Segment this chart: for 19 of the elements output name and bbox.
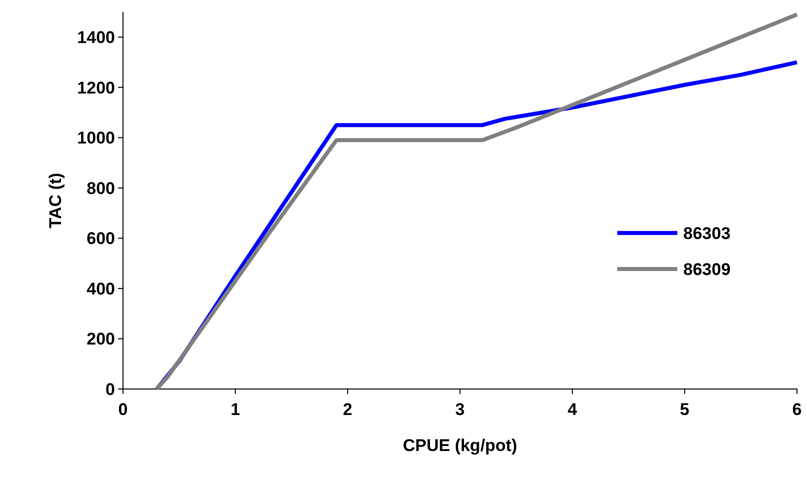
- x-tick-label: 5: [680, 400, 690, 419]
- x-axis-title: CPUE (kg/pot): [402, 436, 518, 455]
- x-tick-label: 0: [118, 400, 128, 419]
- y-tick-label: 400: [86, 279, 115, 298]
- x-tick-label: 3: [455, 400, 465, 419]
- legend-label: 86303: [683, 224, 731, 243]
- y-tick-label: 0: [106, 380, 115, 399]
- x-tick-label: 2: [342, 400, 352, 419]
- x-tick-label: 4: [568, 400, 578, 419]
- x-tick-label: 6: [792, 400, 802, 419]
- y-tick-label: 200: [86, 330, 115, 349]
- y-tick-label: 600: [86, 229, 115, 248]
- y-axis-title: TAC (t): [46, 172, 65, 228]
- y-tick-label: 1200: [77, 78, 115, 98]
- y-tick-label: 1000: [77, 128, 115, 148]
- y-tick-label: 1400: [77, 28, 115, 48]
- legend-label: 86309: [683, 260, 731, 279]
- x-tick-label: 1: [230, 400, 240, 419]
- y-tick-label: 800: [86, 178, 115, 198]
